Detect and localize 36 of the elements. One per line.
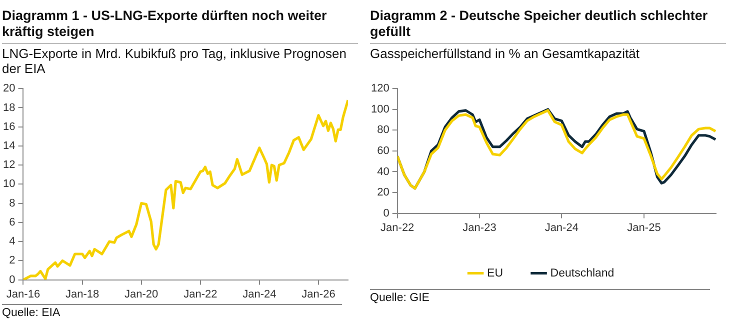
chart-subtitle: Gasspeicherfüllstand in % an Gesamtkapazität bbox=[370, 43, 726, 79]
x-tick-label: Jan-22 bbox=[184, 288, 218, 300]
y-tick-label: 20 bbox=[2, 82, 16, 95]
x-tick-label: Jan-20 bbox=[124, 288, 158, 300]
chart-title: Diagramm 2 - Deutsche Speicher deutlich schlechter gefüllt bbox=[370, 8, 709, 41]
source-note: Quelle: GIE bbox=[370, 289, 710, 304]
y-tick-label: 18 bbox=[2, 102, 16, 114]
chart-title: Diagramm 1 - US-LNG-Exporte dürften noch weiter kräftig steigen bbox=[2, 8, 328, 41]
y-tick-label: 16 bbox=[2, 120, 16, 133]
x-tick-label: Jan-24 bbox=[242, 288, 276, 300]
y-tick-label: 10 bbox=[2, 178, 16, 190]
y-tick-label: 4 bbox=[9, 236, 16, 248]
y-tick-label: 120 bbox=[370, 82, 390, 95]
y-tick-label: 2 bbox=[9, 254, 16, 267]
chart-subtitle: LNG-Exporte in Mrd. Kubikfuß pro Tag, inklusive Prognosen der EIA bbox=[2, 43, 358, 79]
x-tick-label: Jan-24 bbox=[544, 222, 578, 234]
x-tick-label: Jan-23 bbox=[462, 222, 496, 234]
source-note: Quelle: EIA bbox=[2, 304, 342, 319]
y-tick-label: 14 bbox=[2, 140, 16, 152]
x-tick-label: Jan-22 bbox=[380, 222, 414, 234]
x-tick-label: Jan-16 bbox=[6, 288, 40, 300]
y-tick-label: 100 bbox=[370, 103, 390, 116]
y-tick-label: 40 bbox=[377, 166, 390, 178]
y-tick-label: 80 bbox=[377, 124, 390, 136]
y-tick-label: 0 bbox=[9, 274, 16, 286]
y-tick-label: 0 bbox=[383, 207, 390, 220]
x-tick-label: Jan-18 bbox=[66, 288, 100, 300]
x-tick-label: Jan-25 bbox=[627, 222, 661, 234]
y-tick-label: 6 bbox=[9, 216, 16, 228]
y-tick-label: 60 bbox=[377, 144, 390, 157]
legend-label: Deutschland bbox=[550, 267, 614, 280]
legend-label: EU bbox=[487, 267, 504, 280]
y-tick-label: 20 bbox=[377, 186, 390, 199]
y-tick-label: 8 bbox=[9, 197, 16, 210]
y-tick-label: 12 bbox=[2, 159, 16, 172]
x-tick-label: Jan-26 bbox=[302, 288, 336, 300]
